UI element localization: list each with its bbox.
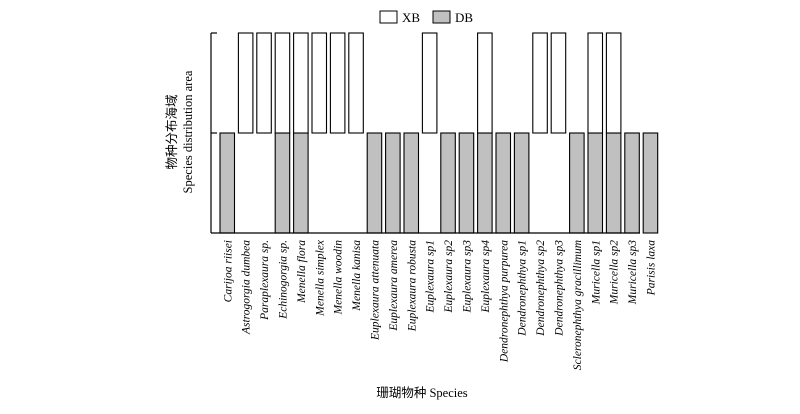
- x-tick-label: Parisis laxa: [645, 240, 657, 297]
- bar-xb: [237, 32, 254, 134]
- bar-db: [274, 132, 291, 234]
- bar-xb: [293, 32, 309, 134]
- legend-label-xb: XB: [402, 10, 420, 25]
- bar-xb: [532, 32, 548, 134]
- bar-xb: [311, 32, 328, 134]
- bar-db: [587, 132, 604, 234]
- x-tick-label: Euplexaura sp4: [480, 240, 492, 314]
- bars: [219, 32, 659, 234]
- bar-db: [513, 132, 530, 234]
- bar-db: [403, 132, 420, 234]
- x-tick-label: Dendronephthya sp1: [517, 240, 529, 337]
- bar-xb: [550, 32, 567, 134]
- bar-db: [605, 132, 622, 234]
- x-tick-label: Euplexaura sp2: [443, 240, 455, 314]
- bar-db: [385, 132, 401, 234]
- bar-db: [642, 132, 659, 234]
- x-tick-label: Euplexaura amerea: [388, 240, 400, 332]
- x-tick-label: Euplexaura sp1: [425, 240, 437, 314]
- x-tick-label: Euplexaura robusta: [406, 240, 418, 332]
- bar-xb: [329, 32, 346, 134]
- bar-xb: [348, 32, 364, 134]
- x-tick-label: Menella woodin: [333, 240, 345, 316]
- x-tick-label: Dendronephthya purpurea: [498, 240, 510, 363]
- legend-label-db: DB: [455, 10, 473, 25]
- x-tick-label: Menella simplex: [314, 239, 326, 317]
- bar-db: [219, 132, 236, 234]
- y-axis-label-cn: 物种分布海域: [164, 94, 179, 169]
- bar-xb: [421, 32, 438, 134]
- x-tick-label: Scleronephthya gracillimum: [572, 240, 584, 370]
- x-tick-label: Euplexaura sp3: [461, 240, 473, 314]
- bar-xb: [477, 32, 493, 134]
- y-axis-label-en: Species distribution area: [181, 70, 195, 193]
- x-tick-label: Paraplexaura sp.: [259, 240, 271, 321]
- bar-db: [477, 132, 493, 234]
- bar-db: [458, 132, 475, 234]
- bar-db: [293, 132, 309, 234]
- x-tick-label: Menella flora: [296, 240, 308, 304]
- x-tick-label: Echinogorgia sp.: [277, 240, 289, 320]
- x-tick-label: Astrogorgia dumbea: [241, 240, 253, 335]
- bar-xb: [274, 32, 291, 134]
- bar-xb: [256, 32, 272, 134]
- legend-swatch-db: [432, 10, 451, 24]
- bar-db: [569, 132, 585, 234]
- bar-xb: [605, 32, 622, 134]
- bar-db: [624, 132, 640, 234]
- bar-xb: [587, 32, 604, 134]
- x-tick-labels: Carijoa riisei Astrogorgia dumbea Paraplex…: [222, 239, 657, 370]
- x-tick-label: Menella kanisa: [351, 240, 363, 312]
- legend: XB DB: [379, 10, 473, 25]
- x-tick-label: Dendronephthya sp2: [535, 240, 547, 337]
- x-tick-label: Muricella sp2: [609, 240, 621, 305]
- x-tick-label: Carijoa riisei: [222, 240, 234, 302]
- x-axis-label: 珊瑚物种 Species: [376, 385, 467, 400]
- bar-db: [495, 132, 512, 234]
- x-tick-label: Muricella sp1: [590, 240, 602, 305]
- bar-db: [440, 132, 456, 234]
- axes: [210, 32, 640, 234]
- bar-db: [366, 132, 383, 234]
- legend-swatch-xb: [379, 10, 398, 24]
- x-tick-label: Dendronephthya sp3: [553, 240, 565, 337]
- x-tick-label: Muricella sp3: [627, 240, 639, 305]
- x-tick-label: Euplexaura attenuata: [369, 240, 381, 341]
